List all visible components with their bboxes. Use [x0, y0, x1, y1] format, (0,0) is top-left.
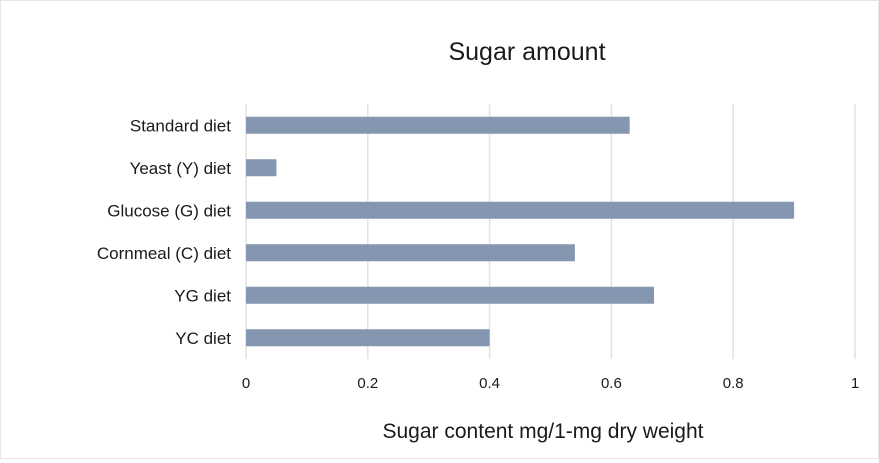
- x-tick-label: 0.2: [357, 375, 378, 392]
- bar: [246, 244, 575, 262]
- category-label: YG diet: [174, 286, 231, 305]
- category-label: Cornmeal (C) diet: [97, 244, 231, 263]
- gridlines: [245, 104, 856, 359]
- category-label: Glucose (G) diet: [107, 201, 231, 220]
- category-label: Standard diet: [130, 116, 231, 135]
- category-label: Yeast (Y) diet: [130, 159, 232, 178]
- bars: [246, 116, 795, 347]
- bar: [246, 116, 630, 134]
- x-tick-label: 1: [851, 375, 859, 392]
- x-tick-label: 0: [242, 375, 250, 392]
- bar: [246, 329, 490, 347]
- chart-title: Sugar amount: [448, 38, 605, 66]
- bar: [246, 286, 655, 304]
- x-tick-label: 0.4: [479, 375, 500, 392]
- x-tick-labels: 0 0.2 0.4 0.6 0.8 1: [242, 375, 859, 392]
- x-tick-label: 0.8: [723, 375, 744, 392]
- x-axis-title: Sugar content mg/1-mg dry weight: [383, 420, 704, 443]
- category-labels: Standard diet Yeast (Y) diet Glucose (G) d…: [97, 116, 231, 348]
- bar: [246, 201, 795, 219]
- bar: [246, 159, 277, 177]
- x-tick-label: 0.6: [601, 375, 622, 392]
- category-label: YC diet: [175, 329, 231, 348]
